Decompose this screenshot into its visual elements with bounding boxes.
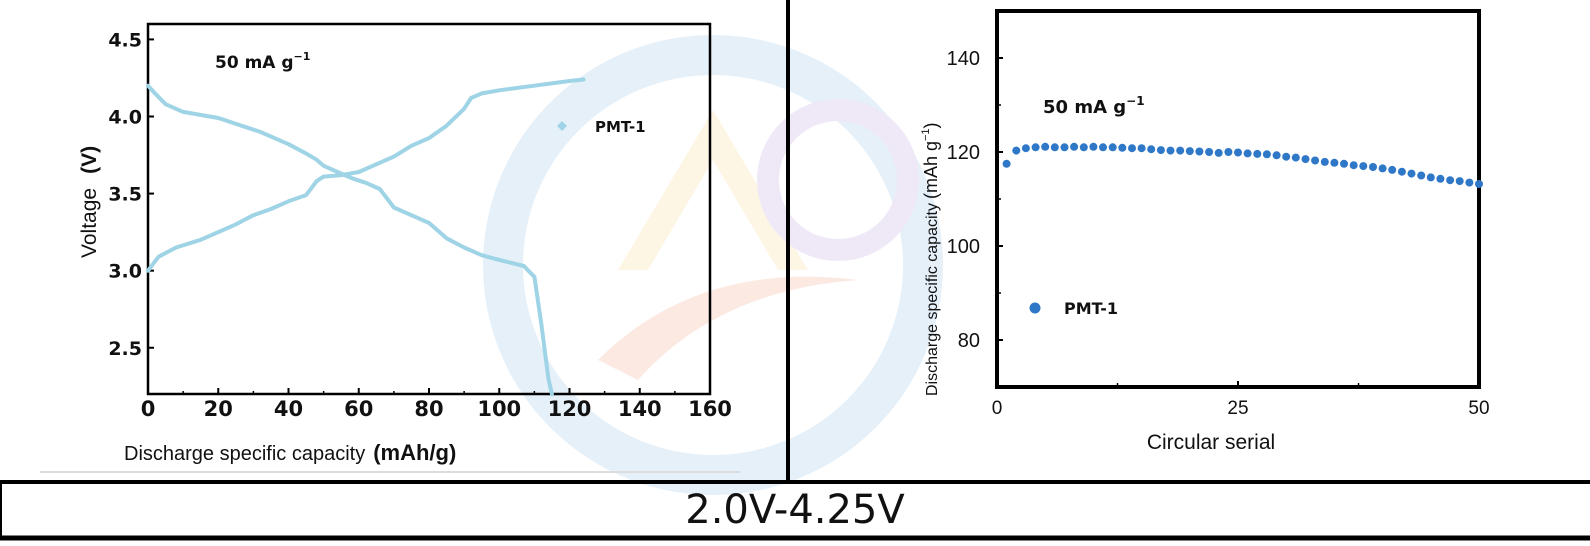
data-point [1465,178,1474,187]
data-point [1108,143,1117,152]
x-tick-label: 20 [204,397,233,421]
y-tick-label: 3.5 [108,184,142,206]
data-point [1301,155,1310,164]
data-point [1407,169,1416,178]
y-tick-label-2: 80 [958,330,980,352]
data-point [1436,174,1445,183]
y-axis-label: Voltage(V) [78,146,101,258]
series-pmt-1-2 [1002,142,1483,188]
rate-annotation-2: 50 mA g−1 [1043,94,1145,118]
legend-label: PMT-1 [595,118,646,136]
legend-marker [557,121,567,131]
data-point [1031,143,1040,152]
data-point [1050,143,1059,152]
data-point [1041,142,1050,151]
voltage-range-caption: 2.0V-4.25V [685,487,905,533]
x-axis-label: Discharge specific capacity (mAh/g) [124,440,456,465]
data-point [1205,148,1214,156]
data-point [1166,146,1175,155]
plot-area-frame [146,22,712,396]
data-point [1253,149,1262,158]
y-tick-label-2: 100 [947,236,980,258]
data-point [1118,143,1127,152]
y-axis-ticks-2: 80 100 120 140 [947,48,1003,352]
x-tick-label-2: 0 [992,398,1003,419]
x-tick-label: 140 [618,397,662,421]
x-tick-label: 120 [548,397,592,421]
data-point [1397,167,1406,176]
data-point [1243,149,1252,158]
cycling-performance-chart: 0 25 50 80 100 120 140 50 mA g−1 PMT-1 Discha… [920,9,1490,454]
data-point [1214,148,1223,157]
rate-annotation: 50 mA g−1 [215,50,310,73]
series-pmt-1 [146,77,586,396]
data-point [1359,162,1368,171]
x-tick-label: 100 [477,397,521,421]
data-point [1137,144,1146,153]
legend-label-2: PMT-1 [1064,299,1118,318]
data-point [1070,142,1079,151]
data-point [1291,153,1300,162]
data-point [1176,146,1185,155]
x-axis-ticks-2: 0 25 50 [992,381,1490,419]
y-tick-label: 4.0 [108,107,142,129]
data-point [1060,143,1069,152]
data-point [1099,143,1107,152]
data-point [1234,148,1242,157]
data-point [1349,161,1358,170]
data-point [1079,143,1088,152]
x-axis-ticks: 0 20 40 60 80 100 120 140 160 [141,388,732,421]
data-point [1417,171,1426,180]
legend-2: PMT-1 [1029,299,1118,318]
discharge-curve [146,83,554,396]
y-tick-label-2: 140 [947,48,980,70]
charge-curve [146,77,586,273]
data-point [1224,148,1233,156]
x-tick-label: 80 [414,397,443,421]
y-tick-label: 3.0 [108,261,142,283]
data-point [1426,173,1435,182]
data-point [1021,144,1030,153]
data-point [1455,177,1464,186]
data-point [1446,176,1455,185]
x-tick-label: 40 [274,397,303,421]
y-axis-ticks: 2.5 3.0 3.5 4.0 4.5 [108,29,154,360]
data-point [1330,158,1339,167]
data-point [1185,147,1194,156]
plot-area-frame-2 [995,9,1481,389]
data-point [1320,157,1329,166]
data-point [1282,152,1291,161]
data-point [1475,180,1483,188]
voltage-capacity-chart: 0 20 40 60 80 100 120 140 160 2.5 3.0 3.5 4.0 4.5 50… [40,22,740,473]
data-point [1147,145,1156,154]
y-tick-label: 4.5 [108,29,142,51]
data-point [1378,164,1387,173]
y-axis-label-2: Discharge specific capacity(mAh g−1) [920,122,941,396]
data-point [1012,146,1021,155]
x-tick-label: 60 [344,397,373,421]
y-tick-label-2: 120 [947,142,980,164]
data-point [1369,163,1377,171]
data-point [1002,159,1011,168]
x-tick-label: 160 [688,397,732,421]
data-point [1388,165,1397,174]
data-point [1128,144,1136,153]
x-tick-label-2: 25 [1227,398,1248,419]
data-point [1089,142,1098,151]
data-point [1340,159,1348,168]
data-point [1195,147,1204,156]
x-tick-label-2: 50 [1468,398,1489,419]
data-point [1272,151,1281,160]
data-point [1311,156,1320,165]
y-tick-label: 2.5 [108,338,142,360]
legend: PMT-1 [557,118,646,136]
legend-marker-2 [1029,302,1041,314]
data-point [1156,146,1165,155]
data-point [1262,150,1271,159]
x-tick-label: 0 [141,397,156,421]
x-axis-label-2: Circular serial [1147,431,1275,454]
